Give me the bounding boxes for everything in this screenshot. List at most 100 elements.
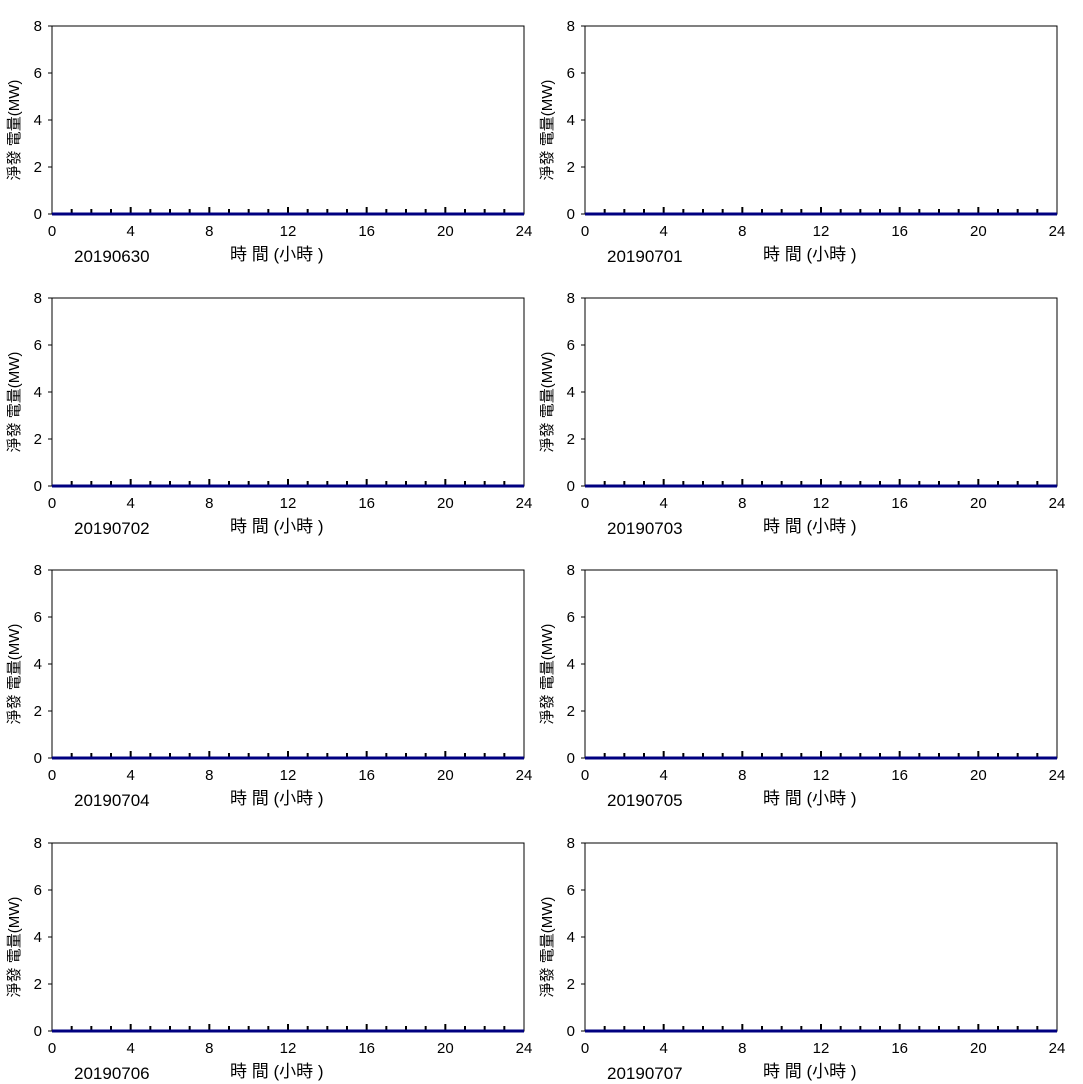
y-axis-label: 淨發 電量(MW) xyxy=(539,897,556,998)
x-tick-label: 24 xyxy=(516,223,533,240)
x-tick-label: 20 xyxy=(437,223,454,240)
x-axis-label: 時 間 (小時 ) xyxy=(763,789,857,808)
y-tick-label: 6 xyxy=(34,609,42,626)
x-tick-label: 0 xyxy=(581,767,589,784)
y-tick-label: 4 xyxy=(34,656,42,673)
subplot-date-label: 20190706 xyxy=(74,1064,150,1083)
y-tick-label: 8 xyxy=(567,562,575,579)
x-tick-label: 16 xyxy=(358,223,375,240)
y-tick-label: 2 xyxy=(34,703,42,720)
y-tick-label: 6 xyxy=(567,882,575,899)
y-tick-label: 2 xyxy=(567,431,575,448)
x-tick-label: 12 xyxy=(280,495,297,512)
y-tick-label: 4 xyxy=(34,929,42,946)
x-tick-label: 24 xyxy=(1049,223,1066,240)
y-tick-label: 8 xyxy=(34,18,42,35)
plot-frame xyxy=(51,297,525,487)
x-axis-label: 時 間 (小時 ) xyxy=(763,245,857,264)
y-tick-label: 2 xyxy=(567,703,575,720)
x-axis-label: 時 間 (小時 ) xyxy=(230,517,324,536)
x-tick-label: 24 xyxy=(516,767,533,784)
x-tick-label: 24 xyxy=(1049,1040,1066,1057)
x-tick-label: 0 xyxy=(48,223,56,240)
x-axis-label: 時 間 (小時 ) xyxy=(230,1062,324,1081)
y-tick-label: 4 xyxy=(34,112,42,129)
y-tick-label: 0 xyxy=(567,1023,575,1040)
x-tick-label: 24 xyxy=(516,495,533,512)
x-tick-label: 0 xyxy=(581,1040,589,1057)
x-tick-label: 12 xyxy=(813,495,830,512)
y-tick-label: 8 xyxy=(34,290,42,307)
x-axis-label: 時 間 (小時 ) xyxy=(763,517,857,536)
x-tick-label: 24 xyxy=(1049,767,1066,784)
x-tick-label: 16 xyxy=(358,1040,375,1057)
x-tick-label: 12 xyxy=(813,223,830,240)
x-tick-label: 20 xyxy=(437,767,454,784)
x-tick-label: 16 xyxy=(891,495,908,512)
subplot-date-label: 20190705 xyxy=(607,791,683,810)
x-tick-label: 8 xyxy=(205,767,213,784)
x-tick-label: 8 xyxy=(738,223,746,240)
x-tick-label: 0 xyxy=(48,767,56,784)
x-tick-label: 4 xyxy=(126,767,134,784)
x-tick-label: 8 xyxy=(205,1040,213,1057)
x-tick-label: 24 xyxy=(516,1040,533,1057)
y-tick-label: 6 xyxy=(34,337,42,354)
y-tick-label: 4 xyxy=(34,384,42,401)
plot-frame xyxy=(584,297,1058,487)
y-tick-label: 0 xyxy=(34,1023,42,1040)
x-tick-label: 16 xyxy=(891,767,908,784)
x-tick-label: 0 xyxy=(581,223,589,240)
x-tick-label: 0 xyxy=(581,495,589,512)
x-tick-label: 20 xyxy=(970,223,987,240)
x-tick-label: 8 xyxy=(738,495,746,512)
y-tick-label: 8 xyxy=(567,18,575,35)
x-tick-label: 20 xyxy=(437,1040,454,1057)
plot-frame xyxy=(51,25,525,215)
x-tick-label: 20 xyxy=(970,495,987,512)
y-tick-label: 8 xyxy=(567,290,575,307)
y-tick-label: 4 xyxy=(567,384,575,401)
y-tick-label: 2 xyxy=(567,159,575,176)
x-tick-label: 0 xyxy=(48,495,56,512)
y-tick-label: 6 xyxy=(567,65,575,82)
y-tick-label: 6 xyxy=(567,337,575,354)
y-axis-label: 淨發 電量(MW) xyxy=(539,352,556,453)
x-axis-label: 時 間 (小時 ) xyxy=(230,789,324,808)
y-tick-label: 8 xyxy=(34,835,42,852)
x-tick-label: 4 xyxy=(659,1040,667,1057)
y-tick-label: 2 xyxy=(34,976,42,993)
y-tick-label: 2 xyxy=(567,976,575,993)
subplot-date-label: 20190704 xyxy=(74,791,150,810)
x-tick-label: 4 xyxy=(659,495,667,512)
x-tick-label: 4 xyxy=(659,767,667,784)
y-tick-label: 6 xyxy=(567,609,575,626)
x-tick-label: 4 xyxy=(126,1040,134,1057)
y-tick-label: 0 xyxy=(34,206,42,223)
x-tick-label: 12 xyxy=(813,1040,830,1057)
x-tick-label: 8 xyxy=(205,495,213,512)
y-tick-label: 2 xyxy=(34,159,42,176)
plot-frame xyxy=(51,842,525,1032)
plot-frame xyxy=(584,569,1058,759)
x-tick-label: 4 xyxy=(659,223,667,240)
subplot-date-label: 20190702 xyxy=(74,519,150,538)
y-tick-label: 0 xyxy=(567,206,575,223)
x-tick-label: 12 xyxy=(280,1040,297,1057)
x-axis-label: 時 間 (小時 ) xyxy=(763,1062,857,1081)
y-tick-label: 0 xyxy=(567,750,575,767)
x-tick-label: 16 xyxy=(358,767,375,784)
x-tick-label: 8 xyxy=(738,1040,746,1057)
y-tick-label: 2 xyxy=(34,431,42,448)
y-axis-label: 淨發 電量(MW) xyxy=(6,80,23,181)
y-tick-label: 6 xyxy=(34,65,42,82)
y-tick-label: 0 xyxy=(34,478,42,495)
plot-frame xyxy=(584,842,1058,1032)
